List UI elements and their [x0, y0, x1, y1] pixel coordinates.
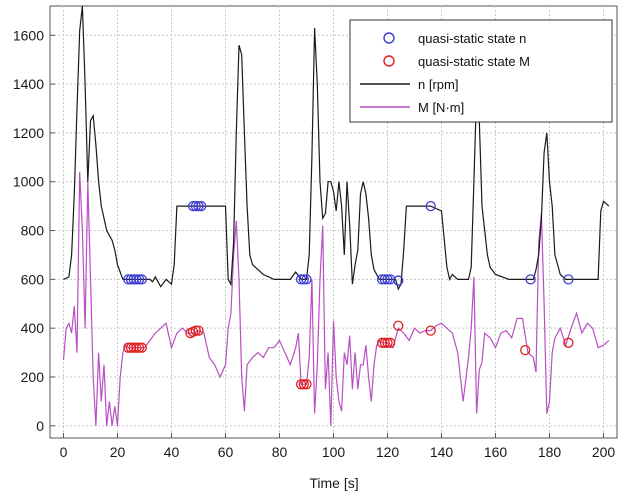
data-point: [136, 342, 147, 353]
series-line: [62, 171, 610, 426]
data-point: [379, 274, 390, 285]
y-tick-label: 800: [21, 223, 45, 239]
data-point: [563, 274, 574, 285]
data-point: [125, 274, 137, 285]
data-point: [187, 200, 199, 212]
data-point: [193, 200, 204, 212]
data-point: [295, 274, 307, 285]
data-point: [131, 342, 142, 353]
legend: quasi-static state n quasi-static state M…: [349, 19, 613, 123]
x-tick-label: 200: [592, 444, 616, 460]
data-point: [301, 379, 312, 390]
legend-label: quasi-static state M: [418, 54, 530, 69]
data-point: [525, 274, 536, 285]
data-point: [376, 337, 388, 348]
data-point: [190, 200, 201, 212]
data-point: [125, 342, 137, 353]
x-tick-label: 80: [272, 444, 288, 460]
data-point: [193, 325, 204, 336]
data-point: [376, 274, 388, 285]
legend-label: n [rpm]: [418, 77, 458, 92]
data-point: [295, 379, 307, 390]
legend-label: M [N·m]: [418, 100, 464, 115]
y-tick-label: 600: [21, 271, 45, 287]
data-point: [298, 274, 309, 285]
y-tick-label: 400: [21, 320, 45, 336]
data-point: [393, 320, 404, 331]
data-point: [382, 337, 393, 348]
series-layer: [62, 6, 610, 426]
data-point: [133, 274, 145, 285]
y-tick-label: 1600: [13, 27, 44, 43]
data-point: [385, 337, 396, 348]
x-tick-label: 120: [376, 444, 400, 460]
x-axis-title: Time [s]: [309, 475, 358, 491]
data-point: [196, 200, 207, 212]
y-tick-label: 1000: [13, 174, 44, 190]
y-tick-label: 200: [21, 369, 45, 385]
data-point: [298, 379, 309, 390]
x-tick-label: 20: [110, 444, 126, 460]
data-point: [382, 274, 393, 285]
legend-marker: [383, 32, 395, 44]
data-point: [133, 342, 145, 353]
data-point: [123, 274, 134, 285]
y-tick-label: 0: [36, 418, 44, 434]
legend-marker: [383, 55, 395, 67]
data-point: [425, 325, 436, 336]
y-tick-label: 1200: [13, 125, 44, 141]
x-tick-label: 60: [218, 444, 234, 460]
data-point: [128, 274, 139, 285]
data-point: [563, 337, 574, 348]
x-tick-label: 160: [484, 444, 508, 460]
y-axis-ticks: 0 200 400 600 800 1000 1200 1400 1600: [13, 27, 55, 434]
data-point: [379, 337, 390, 348]
x-axis-ticks: 0 20 40 60 80 100 120 140 160 180 200: [60, 433, 616, 460]
x-tick-label: 40: [164, 444, 180, 460]
data-point: [136, 274, 147, 285]
data-point: [393, 275, 404, 286]
data-point: [301, 274, 312, 285]
x-tick-label: 0: [60, 444, 68, 460]
data-point: [128, 342, 139, 353]
x-tick-label: 100: [322, 444, 346, 460]
data-point: [123, 342, 134, 353]
data-point: [190, 325, 201, 336]
data-point: [131, 274, 142, 285]
data-point: [385, 274, 396, 285]
legend-label: quasi-static state n: [418, 31, 526, 46]
data-point: [425, 200, 436, 212]
x-tick-label: 180: [538, 444, 562, 460]
y-tick-label: 1400: [13, 76, 44, 92]
x-tick-label: 140: [430, 444, 454, 460]
data-point: [520, 344, 531, 356]
